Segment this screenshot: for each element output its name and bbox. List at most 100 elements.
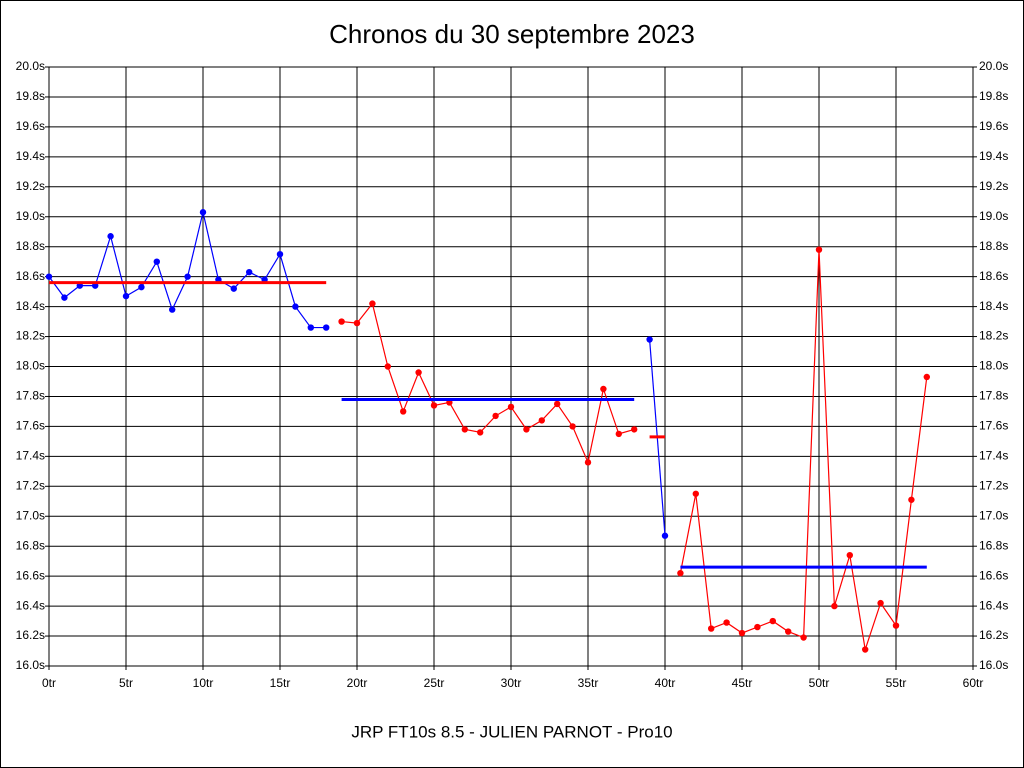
y2-tick-label: 18.8s [979, 239, 1008, 253]
data-point [708, 625, 715, 632]
x-tick-label: 0tr [42, 676, 56, 690]
data-point [122, 292, 130, 300]
data-point [815, 246, 823, 253]
y-tick-label: 18.0s [16, 359, 45, 373]
y-tick-label: 18.8s [16, 239, 45, 253]
y2-tick-label: 16.4s [979, 598, 1008, 612]
y-tick-label: 16.8s [16, 538, 45, 552]
chart-title: Chronos du 30 septembre 2023 [329, 19, 695, 49]
data-point [246, 268, 253, 276]
x-tick-label: 50tr [809, 676, 830, 690]
data-point [677, 569, 684, 577]
data-point [785, 628, 792, 635]
y-tick-label: 17.2s [16, 478, 45, 492]
y-tick-label: 16.6s [16, 568, 45, 582]
data-point [615, 430, 622, 438]
data-point [831, 602, 838, 610]
y-tick-label: 18.6s [16, 269, 45, 283]
data-point [492, 412, 499, 420]
y-tick-label: 16.0s [16, 658, 45, 672]
data-point [846, 551, 853, 559]
x-tick-label: 55tr [886, 676, 907, 690]
data-point [769, 617, 776, 625]
data-point [477, 429, 484, 436]
data-point [862, 646, 869, 653]
x-tick-label: 40tr [655, 676, 676, 690]
y-tick-label: 18.2s [16, 329, 45, 343]
y2-tick-label: 18.6s [979, 269, 1008, 283]
data-point [338, 318, 345, 325]
data-point [384, 363, 391, 370]
data-point [138, 283, 145, 291]
y2-tick-label: 18.2s [979, 329, 1008, 343]
y2-tick-label: 17.2s [979, 478, 1008, 492]
y2-tick-label: 19.6s [979, 119, 1008, 133]
data-point [892, 622, 900, 629]
x-tick-label: 25tr [424, 676, 445, 690]
data-point [184, 273, 191, 280]
data-point [153, 258, 160, 265]
data-point [754, 623, 761, 631]
series-line [341, 302, 635, 465]
x-tick-label: 60tr [963, 676, 984, 690]
data-point [430, 402, 438, 409]
y2-tick-label: 19.0s [979, 209, 1008, 223]
data-point [523, 426, 530, 433]
data-point [877, 599, 884, 607]
y2-tick-label: 18.0s [979, 359, 1008, 373]
data-point [661, 532, 669, 539]
data-point [276, 250, 284, 258]
y-tick-label: 18.4s [16, 299, 45, 313]
data-point [230, 285, 237, 292]
data-point [61, 294, 68, 301]
data-point [323, 324, 330, 331]
data-point [631, 426, 638, 433]
data-point [692, 490, 699, 497]
data-point [723, 619, 730, 626]
y-tick-label: 19.2s [16, 179, 45, 193]
data-point [800, 634, 807, 641]
data-point [107, 233, 114, 240]
data-point [538, 417, 545, 424]
data-point [415, 369, 422, 376]
data-point [400, 408, 407, 415]
y-tick-label: 16.2s [16, 628, 45, 642]
y-tick-label: 17.8s [16, 389, 45, 403]
y2-tick-label: 17.8s [979, 389, 1008, 403]
x-tick-label: 20tr [347, 676, 368, 690]
x-tick-label: 30tr [501, 676, 522, 690]
data-point [738, 629, 746, 637]
y2-tick-label: 18.4s [979, 299, 1008, 313]
x-tick-label: 15tr [270, 676, 291, 690]
data-point [923, 373, 930, 381]
y-tick-label: 20.0s [16, 59, 45, 73]
y2-tick-label: 17.4s [979, 449, 1008, 463]
y-tick-label: 19.4s [16, 149, 45, 163]
y2-tick-label: 19.4s [979, 149, 1008, 163]
data-point [169, 306, 176, 313]
data-point [908, 496, 915, 503]
y2-tick-label: 16.0s [979, 658, 1008, 672]
y2-tick-label: 16.2s [979, 628, 1008, 642]
data-point [600, 385, 607, 393]
y2-tick-label: 19.2s [979, 179, 1008, 193]
x-tick-label: 35tr [578, 676, 599, 690]
y-tick-label: 17.4s [16, 449, 45, 463]
y-tick-label: 19.0s [16, 209, 45, 223]
y-tick-label: 16.4s [16, 598, 45, 612]
y2-tick-label: 17.6s [979, 419, 1008, 433]
data-point [292, 303, 299, 310]
y2-tick-label: 16.8s [979, 538, 1008, 552]
data-point [569, 423, 576, 430]
y-tick-label: 19.6s [16, 119, 45, 133]
y-tick-label: 17.0s [16, 508, 45, 522]
x-tick-label: 45tr [732, 676, 753, 690]
data-point [461, 426, 468, 433]
data-point [307, 324, 314, 331]
y2-tick-label: 20.0s [979, 59, 1008, 73]
y-tick-label: 17.6s [16, 419, 45, 433]
data-point [199, 209, 207, 216]
data-point [507, 403, 515, 411]
